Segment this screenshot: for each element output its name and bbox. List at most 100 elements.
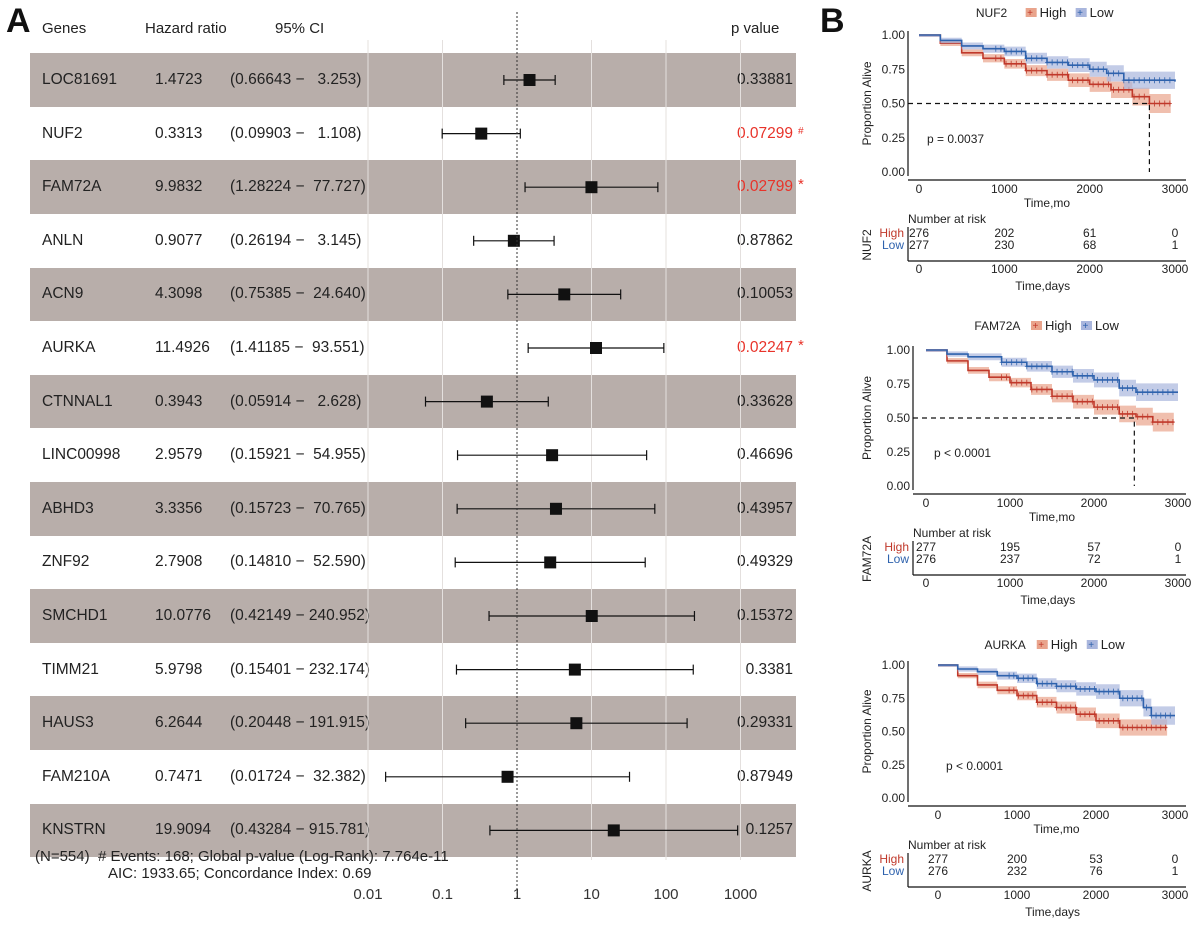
confidence-interval: (0.26194 − 3.145)	[230, 231, 362, 249]
p-value: 0.15372	[736, 607, 793, 624]
p-value: 0.3381	[745, 660, 793, 678]
censor-mark	[1120, 695, 1125, 702]
hazard-ratio-marker	[544, 556, 557, 569]
y-tick-label: 0.00	[887, 479, 911, 493]
censor-mark	[1019, 359, 1024, 366]
p-value: 0.10053	[736, 285, 793, 303]
censor-mark	[1111, 688, 1116, 695]
risk-count: 0	[1175, 540, 1182, 554]
censor-mark	[1125, 410, 1130, 417]
p-value: 0.33881	[736, 71, 793, 88]
legend-swatch-low	[1075, 8, 1087, 17]
censor-mark	[1085, 398, 1090, 405]
risk-x-tick-label: 2000	[1083, 888, 1110, 902]
legend-swatch-low	[1086, 640, 1098, 649]
risk-count: 277	[928, 852, 948, 866]
hazard-ratio: 6.2644	[155, 714, 203, 732]
censor-mark	[1100, 404, 1105, 411]
hazard-ratio: 2.7908	[155, 553, 203, 571]
risk-x-axis-label: Time,days	[1025, 905, 1080, 919]
censor-mark	[1055, 71, 1060, 78]
risk-x-tick-label: 1000	[1004, 888, 1031, 902]
censor-mark	[1021, 692, 1026, 699]
censor-mark	[1125, 695, 1130, 702]
y-tick-label: 0.25	[887, 445, 911, 459]
censor-mark	[1021, 675, 1026, 682]
censor-mark	[1106, 717, 1111, 724]
legend-plus-icon: +	[1088, 640, 1094, 651]
significance-mark: #	[798, 125, 804, 137]
risk-table-title: Number at risk	[913, 526, 992, 540]
gene-name: FAM72A	[42, 178, 102, 196]
gene-name: NUF2	[42, 124, 83, 142]
censor-mark	[1050, 393, 1054, 400]
hazard-ratio: 10.0776	[155, 607, 212, 624]
censor-mark	[1087, 685, 1092, 692]
censor-mark	[1026, 692, 1031, 699]
censor-mark	[1014, 60, 1019, 67]
censor-mark	[1009, 60, 1014, 67]
significance-mark: *	[798, 176, 804, 194]
censor-mark	[1106, 688, 1111, 695]
gene-name: KNSTRN	[42, 821, 106, 839]
censor-mark	[1059, 683, 1064, 690]
censor-mark	[1111, 70, 1116, 77]
x-tick-label: 0	[916, 182, 923, 196]
censor-mark	[1034, 386, 1039, 393]
censor-mark	[1073, 704, 1078, 711]
censor-mark	[1063, 683, 1068, 690]
y-tick-label: 0.00	[882, 165, 906, 179]
censor-mark	[1026, 675, 1031, 682]
censor-mark	[1073, 683, 1078, 690]
censor-mark	[1004, 374, 1009, 381]
censor-mark	[1170, 419, 1175, 426]
hazard-ratio: 11.4926	[155, 339, 210, 356]
p-value: 0.49329	[736, 553, 793, 571]
censor-mark	[1009, 359, 1014, 366]
censor-mark	[1168, 712, 1173, 719]
censor-mark	[1039, 67, 1044, 74]
p-value: 0.43957	[736, 499, 793, 517]
confidence-interval: (0.01724 − 32.382)	[230, 767, 366, 785]
confidence-interval: (0.75385 − 24.640)	[230, 285, 366, 303]
hazard-ratio-marker	[507, 234, 520, 247]
x-tick-label: 1000	[991, 182, 1018, 196]
censor-mark	[1135, 413, 1140, 420]
risk-count: 276	[909, 226, 929, 240]
censor-mark	[1030, 692, 1035, 699]
censor-mark	[1132, 77, 1137, 84]
censor-mark	[1045, 59, 1049, 66]
forest-plot: Genes Hazard ratio 95% CI p value LOC816…	[30, 12, 804, 903]
censor-mark	[1170, 389, 1175, 396]
censor-mark	[1019, 48, 1024, 55]
censor-mark	[1145, 389, 1150, 396]
risk-x-tick-label: 2000	[1081, 576, 1108, 590]
censor-mark	[1075, 77, 1080, 84]
censor-mark	[1050, 71, 1055, 78]
censor-mark	[1106, 81, 1111, 88]
legend-swatch-high	[1031, 321, 1042, 330]
censor-mark	[1075, 372, 1080, 379]
censor-mark	[1130, 385, 1135, 392]
censor-mark	[998, 45, 1003, 52]
censor-mark	[1050, 59, 1055, 66]
legend-plus-icon: +	[1083, 321, 1089, 332]
x-tick-label: 100	[653, 886, 679, 903]
censor-mark	[1097, 688, 1102, 695]
censor-mark	[1154, 724, 1159, 731]
censor-mark	[1162, 77, 1167, 84]
censor-mark	[1059, 704, 1064, 711]
censor-mark	[1155, 419, 1160, 426]
x-tick-label: 10	[583, 886, 600, 903]
x-tick-label: 0	[935, 808, 942, 822]
p-value-text: p = 0.0037	[927, 132, 984, 146]
forest-marks	[367, 12, 741, 900]
hazard-ratio-marker	[585, 181, 598, 194]
risk-x-tick-label: 3000	[1162, 888, 1189, 902]
censor-mark	[1132, 93, 1137, 100]
y-tick-label: 0.75	[887, 377, 911, 391]
y-tick-label: 0.50	[882, 725, 906, 739]
censor-mark	[1149, 712, 1154, 719]
legend-swatch-high	[1025, 8, 1037, 17]
hazard-ratio: 5.9798	[155, 660, 203, 678]
